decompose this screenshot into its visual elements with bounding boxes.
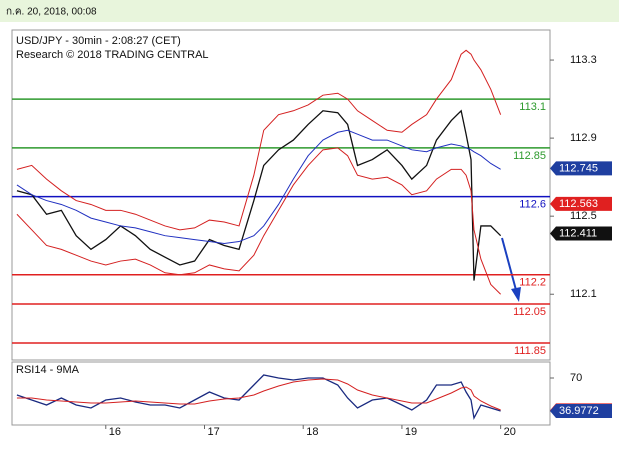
x-tick-label: 20 bbox=[504, 426, 516, 438]
y-tick-label: 113.3 bbox=[570, 54, 597, 66]
forecast-arrow bbox=[501, 237, 521, 302]
header-bar bbox=[0, 0, 619, 22]
x-tick-label: 16 bbox=[109, 426, 121, 438]
series-line bbox=[16, 378, 501, 411]
y-tick-label: 112.1 bbox=[570, 288, 597, 300]
price-pane bbox=[11, 29, 551, 361]
price-tag-label: 36.9772 bbox=[559, 405, 599, 417]
rsi-pane bbox=[11, 361, 551, 426]
level-label: 112.05 bbox=[513, 306, 546, 318]
price-tag-label: 112.411 bbox=[559, 227, 597, 239]
series-line bbox=[16, 374, 501, 421]
x-tick-label: 17 bbox=[207, 426, 219, 438]
level-label: 112.6 bbox=[519, 199, 546, 211]
chart-title: USD/JPY - 30min - 2:08:27 (CET) bbox=[16, 35, 181, 47]
price-tag bbox=[550, 404, 612, 419]
level-label: 112.85 bbox=[513, 150, 546, 162]
price-tag bbox=[550, 161, 612, 176]
price-tag bbox=[550, 196, 612, 211]
price-tag-label: 112.745 bbox=[559, 162, 598, 174]
header-time: ก.ค. 20, 2018, 00:08 bbox=[6, 7, 97, 18]
series-line bbox=[16, 49, 502, 231]
level-label: 112.2 bbox=[519, 277, 546, 289]
y-tick-label: 112.9 bbox=[570, 132, 597, 144]
y-tick-label: 70 bbox=[570, 372, 582, 384]
price-tag bbox=[550, 226, 612, 241]
y-tick-label: 112.5 bbox=[570, 210, 597, 222]
level-label: 113.1 bbox=[519, 101, 546, 113]
x-tick-label: 18 bbox=[306, 426, 318, 438]
price-tag-label: 112.563 bbox=[559, 198, 598, 210]
level-label: 111.85 bbox=[514, 345, 546, 357]
series-line bbox=[16, 109, 502, 281]
x-tick-label: 19 bbox=[405, 426, 417, 438]
series-line bbox=[16, 147, 501, 295]
series-line bbox=[16, 129, 501, 244]
rsi-title: RSI14 - 9MA bbox=[16, 364, 80, 376]
chart-subtitle: Research © 2018 TRADING CENTRAL bbox=[16, 49, 209, 61]
